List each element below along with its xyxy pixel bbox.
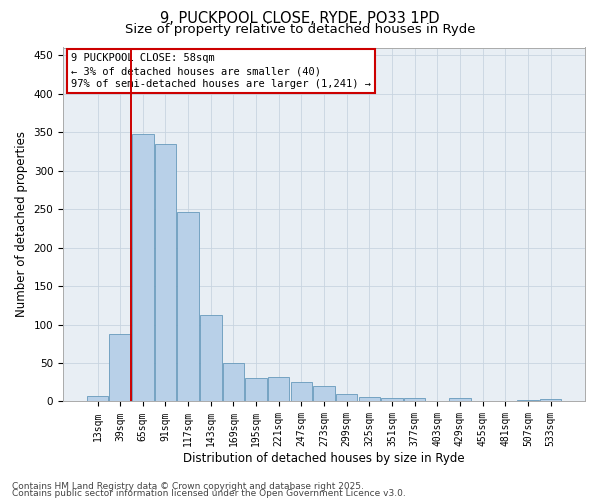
Bar bbox=[336, 394, 358, 402]
Bar bbox=[427, 400, 448, 402]
Text: Size of property relative to detached houses in Ryde: Size of property relative to detached ho… bbox=[125, 22, 475, 36]
Bar bbox=[200, 316, 221, 402]
Bar bbox=[132, 134, 154, 402]
X-axis label: Distribution of detached houses by size in Ryde: Distribution of detached houses by size … bbox=[183, 452, 465, 465]
Bar bbox=[381, 398, 403, 402]
Bar bbox=[472, 400, 493, 402]
Bar bbox=[155, 144, 176, 402]
Text: 9 PUCKPOOL CLOSE: 58sqm
← 3% of detached houses are smaller (40)
97% of semi-det: 9 PUCKPOOL CLOSE: 58sqm ← 3% of detached… bbox=[71, 53, 371, 89]
Bar bbox=[223, 363, 244, 402]
Text: Contains public sector information licensed under the Open Government Licence v3: Contains public sector information licen… bbox=[12, 489, 406, 498]
Bar bbox=[449, 398, 470, 402]
Bar bbox=[359, 397, 380, 402]
Bar bbox=[245, 378, 267, 402]
Bar bbox=[313, 386, 335, 402]
Bar bbox=[109, 334, 131, 402]
Bar bbox=[517, 400, 539, 402]
Bar bbox=[540, 399, 561, 402]
Bar bbox=[268, 377, 289, 402]
Bar bbox=[178, 212, 199, 402]
Text: Contains HM Land Registry data © Crown copyright and database right 2025.: Contains HM Land Registry data © Crown c… bbox=[12, 482, 364, 491]
Bar bbox=[290, 382, 312, 402]
Bar bbox=[404, 398, 425, 402]
Text: 9, PUCKPOOL CLOSE, RYDE, PO33 1PD: 9, PUCKPOOL CLOSE, RYDE, PO33 1PD bbox=[160, 11, 440, 26]
Y-axis label: Number of detached properties: Number of detached properties bbox=[15, 132, 28, 318]
Bar bbox=[87, 396, 108, 402]
